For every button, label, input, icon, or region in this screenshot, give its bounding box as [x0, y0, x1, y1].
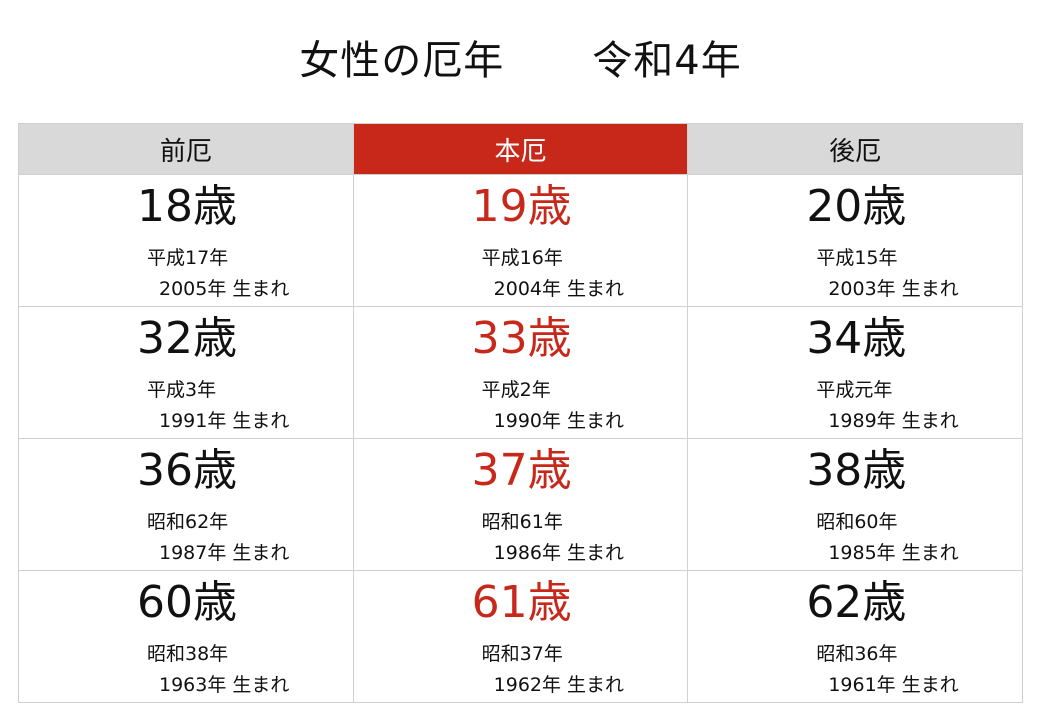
age-value: 34歳 [806, 313, 907, 364]
birth-year: 1962年 生まれ [493, 674, 625, 696]
table-row: 60歳 昭和38年 1963年 生まれ 61歳 昭和37年 1962年 生まれ … [18, 570, 1023, 703]
age-value: 33歳 [471, 313, 572, 364]
table-row: 32歳 平成3年 1991年 生まれ 33歳 平成2年 1990年 生まれ 34… [18, 306, 1023, 439]
cell-maeyaku: 18歳 平成17年 2005年 生まれ [18, 174, 354, 307]
birth-year: 1961年 生まれ [828, 674, 959, 696]
birth-year: 2005年 生まれ [159, 278, 290, 300]
header-atoyaku: 後厄 [687, 123, 1023, 175]
age-value: 37歳 [471, 445, 572, 496]
table-row: 36歳 昭和62年 1987年 生まれ 37歳 昭和61年 1986年 生まれ … [18, 438, 1023, 571]
birth-year: 1987年 生まれ [159, 542, 290, 564]
age-value: 18歳 [137, 181, 237, 232]
birth-year: 1985年 生まれ [828, 542, 959, 564]
era-year: 平成3年 [147, 379, 217, 401]
table-row: 18歳 平成17年 2005年 生まれ 19歳 平成16年 2004年 生まれ … [18, 174, 1023, 307]
era-year: 平成15年 [816, 247, 898, 269]
age-value: 62歳 [806, 577, 907, 628]
age-value: 36歳 [137, 445, 237, 496]
era-year: 昭和60年 [816, 511, 898, 533]
cell-maeyaku: 32歳 平成3年 1991年 生まれ [18, 306, 354, 439]
header-honyaku: 本厄 [352, 123, 689, 175]
cell-honyaku: 37歳 昭和61年 1986年 生まれ [352, 438, 689, 571]
birth-year: 1990年 生まれ [493, 410, 625, 432]
birth-year: 2003年 生まれ [828, 278, 959, 300]
birth-year: 1991年 生まれ [159, 410, 290, 432]
birth-year: 1989年 生まれ [828, 410, 959, 432]
page-title: 女性の厄年 令和4年 [0, 28, 1041, 86]
cell-atoyaku: 62歳 昭和36年 1961年 生まれ [687, 570, 1023, 703]
title-year: 令和4年 [592, 38, 742, 84]
era-year: 平成17年 [147, 247, 229, 269]
era-year: 平成16年 [481, 247, 563, 269]
age-value: 19歳 [471, 181, 572, 232]
cell-atoyaku: 34歳 平成元年 1989年 生まれ [687, 306, 1023, 439]
cell-honyaku: 61歳 昭和37年 1962年 生まれ [352, 570, 689, 703]
cell-honyaku: 33歳 平成2年 1990年 生まれ [352, 306, 689, 439]
era-year: 昭和37年 [481, 643, 563, 665]
cell-maeyaku: 60歳 昭和38年 1963年 生まれ [18, 570, 354, 703]
era-year: 平成元年 [816, 379, 893, 401]
era-year: 昭和61年 [481, 511, 563, 533]
header-row: 前厄 本厄 後厄 [18, 123, 1023, 175]
cell-atoyaku: 20歳 平成15年 2003年 生まれ [687, 174, 1023, 307]
title-gender-yakudoshi: 女性の厄年 [299, 38, 505, 84]
age-value: 60歳 [137, 577, 237, 628]
era-year: 昭和38年 [147, 643, 229, 665]
cell-honyaku: 19歳 平成16年 2004年 生まれ [352, 174, 689, 307]
age-value: 61歳 [471, 577, 572, 628]
birth-year: 1963年 生まれ [159, 674, 290, 696]
cell-maeyaku: 36歳 昭和62年 1987年 生まれ [18, 438, 354, 571]
era-year: 昭和36年 [816, 643, 898, 665]
age-value: 38歳 [806, 445, 907, 496]
era-year: 昭和62年 [147, 511, 229, 533]
birth-year: 2004年 生まれ [493, 278, 625, 300]
age-value: 20歳 [806, 181, 907, 232]
yakudoshi-table: 前厄 本厄 後厄 18歳 平成17年 2005年 生まれ 19歳 平成16年 2… [18, 123, 1023, 703]
age-value: 32歳 [137, 313, 237, 364]
cell-atoyaku: 38歳 昭和60年 1985年 生まれ [687, 438, 1023, 571]
era-year: 平成2年 [481, 379, 551, 401]
header-maeyaku: 前厄 [18, 123, 354, 175]
birth-year: 1986年 生まれ [493, 542, 625, 564]
